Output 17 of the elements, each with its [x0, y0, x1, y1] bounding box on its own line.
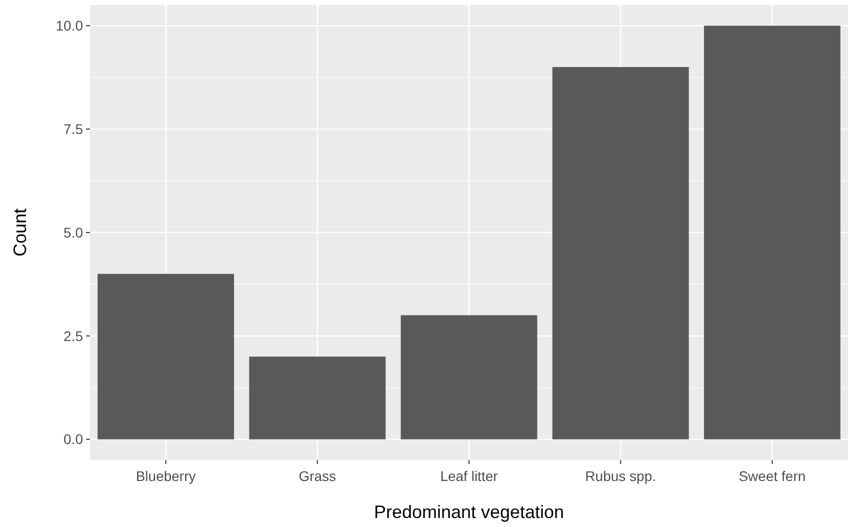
y-tick-label: 5.0 [64, 224, 84, 240]
y-tick-label: 2.5 [64, 328, 84, 344]
x-tick-label: Sweet fern [738, 468, 806, 484]
y-tick-label: 0.0 [64, 431, 84, 448]
bar [400, 315, 538, 440]
bar [704, 26, 840, 440]
bar [552, 67, 689, 440]
bar [98, 274, 234, 440]
x-tick-label: Leaf litter [440, 468, 498, 484]
bar [249, 356, 386, 440]
y-tick-label: 10.0 [56, 18, 84, 34]
x-tick-label: Grass [298, 468, 336, 484]
x-tick-label: Rubus spp. [585, 468, 656, 484]
y-axis-title: Count [10, 208, 30, 257]
x-tick-label: Blueberry [136, 468, 196, 484]
x-axis-title: Predominant vegetation [374, 502, 564, 522]
y-tick-label: 7.5 [64, 120, 84, 137]
